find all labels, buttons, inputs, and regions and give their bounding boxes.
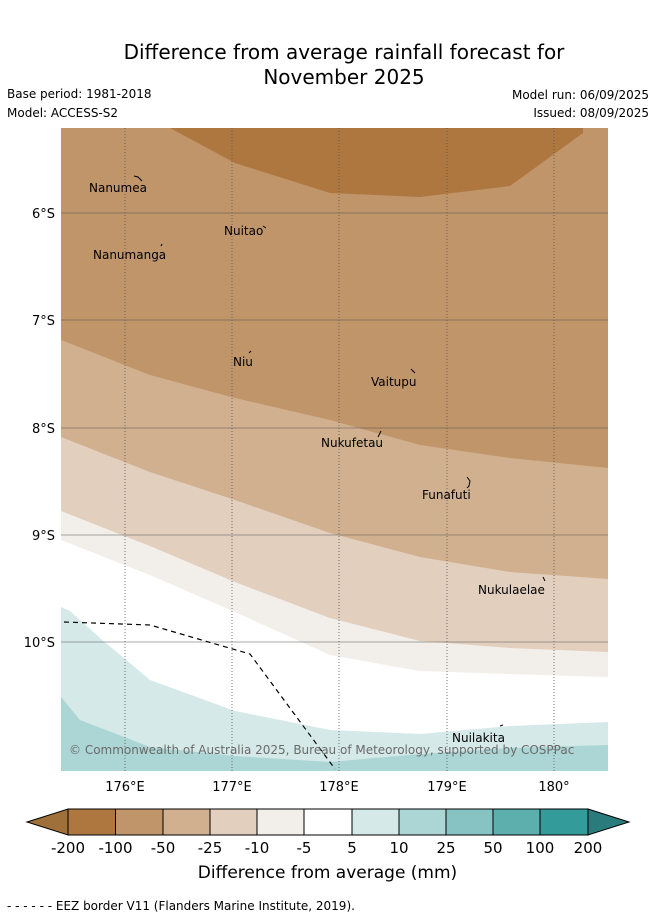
colorbar-tick: 25 <box>436 839 455 857</box>
colorbar-tick: 5 <box>347 839 357 857</box>
colorbar-extend-high <box>587 808 631 836</box>
copyright-notice: © Commonwealth of Australia 2025, Bureau… <box>69 743 574 757</box>
island-vaitupu <box>410 368 416 374</box>
place-funafuti: Funafuti <box>422 488 471 502</box>
colorbar-bin-9 <box>445 808 494 836</box>
lon-tick-178e: 178°E <box>319 780 359 795</box>
issued-date: Issued: 08/09/2025 <box>533 106 649 120</box>
colorbar-bin-7 <box>351 808 400 836</box>
field-minus200 <box>170 128 583 197</box>
field-plus5 <box>61 607 608 771</box>
colorbar-bin-10 <box>492 808 541 836</box>
lat-tick-10s: 10°S <box>24 636 55 651</box>
colorbar-tick: -50 <box>151 839 176 857</box>
rainfall-anomaly-fields <box>61 128 608 771</box>
lat-tick-9s: 9°S <box>32 529 55 544</box>
place-nanumanga: Nanumanga <box>93 248 166 262</box>
island-nukufetau <box>377 430 382 438</box>
graticule-parallels <box>61 212 608 643</box>
colorbar-bin-4 <box>209 808 258 836</box>
graticule-meridians <box>124 128 555 771</box>
place-nukufetau: Nukufetau <box>321 436 383 450</box>
place-nukulaelae: Nukulaelae <box>478 583 545 597</box>
place-nuitao: Nuitao <box>224 224 263 238</box>
colorbar-tick: -5 <box>297 839 312 857</box>
field-plus10 <box>61 697 608 771</box>
colorbar-bin-8 <box>398 808 447 836</box>
model-run: Model run: 06/09/2025 <box>511 88 649 102</box>
colorbar-tick: -200 <box>51 839 85 857</box>
colorbar <box>25 808 631 836</box>
island-niu <box>248 350 252 354</box>
colorbar-tick: -10 <box>245 839 270 857</box>
title-line-2: November 2025 <box>263 65 425 89</box>
colorbar-tick: 10 <box>389 839 408 857</box>
colorbar-tick: 200 <box>574 839 603 857</box>
title-line-1: Difference from average rainfall forecas… <box>123 40 565 64</box>
lat-tick-8s: 8°S <box>32 422 55 437</box>
colorbar-tick: 50 <box>483 839 502 857</box>
island-nukulaelae <box>542 576 546 582</box>
eez-border <box>63 621 336 770</box>
lat-tick-6s: 6°S <box>32 207 55 222</box>
footer-note: - - - - - - EEZ border V11 (Flanders Mar… <box>7 899 355 913</box>
base-period: Base period: 1981-2018 <box>7 87 152 101</box>
lon-tick-176e: 176°E <box>105 780 145 795</box>
colorbar-bin-1 <box>67 808 116 836</box>
colorbar-bin-5 <box>256 808 305 836</box>
colorbar-tick: 100 <box>526 839 555 857</box>
colorbar-bin-2 <box>115 808 164 836</box>
island-nuitao <box>262 225 267 229</box>
model-name: Model: ACCESS-S2 <box>7 106 119 120</box>
island-nanumanga <box>160 243 163 247</box>
colorbar-bin-11 <box>539 808 589 836</box>
colorbar-tick: -100 <box>98 839 132 857</box>
island-funafuti <box>466 476 471 489</box>
colorbar-label: Difference from average (mm) <box>197 863 458 883</box>
colorbar-bin-6 <box>303 808 353 836</box>
colorbar-extend-low <box>25 808 69 836</box>
place-nanumea: Nanumea <box>89 181 147 195</box>
lon-tick-180: 180° <box>538 780 569 795</box>
island-nuilakita <box>499 724 504 727</box>
colorbar-bin-3 <box>162 808 211 836</box>
colorbar-tick: -25 <box>198 839 223 857</box>
lon-tick-179e: 179°E <box>427 780 467 795</box>
island-nanumea <box>133 175 143 182</box>
place-nuilakita: Nuilakita <box>452 731 505 745</box>
lat-tick-7s: 7°S <box>32 314 55 329</box>
island-outlines <box>133 175 546 727</box>
chart-title: Difference from average rainfall forecas… <box>0 40 655 90</box>
place-vaitupu: Vaitupu <box>371 375 417 389</box>
place-niu: Niu <box>233 355 253 369</box>
lon-tick-177e: 177°E <box>212 780 252 795</box>
